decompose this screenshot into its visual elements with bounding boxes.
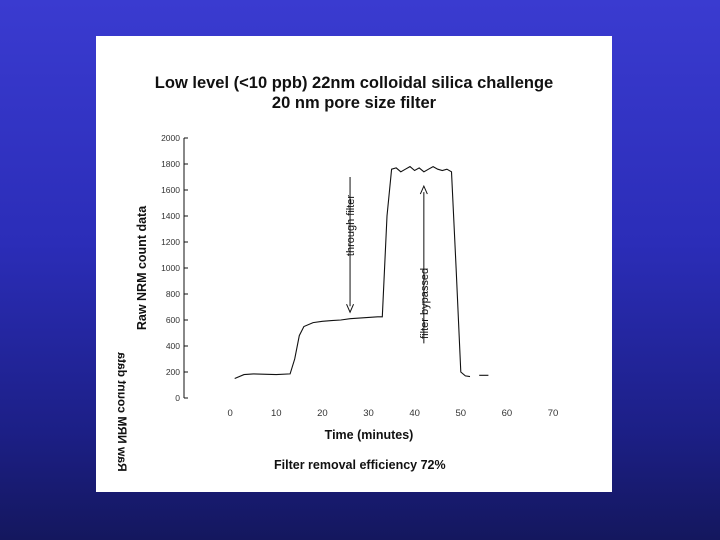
x-tick-label: 10	[271, 408, 282, 419]
y-tick-label: 1800	[161, 159, 180, 169]
y-tick-label: 400	[166, 341, 180, 351]
annotation-arrow-head	[419, 184, 428, 195]
x-axis-label: Time (minutes)	[325, 428, 414, 442]
annotation-filter-bypassed: filter bypassed	[419, 268, 431, 339]
y-tick-label: 800	[166, 289, 180, 299]
chart-series	[234, 165, 489, 380]
x-tick-label: 0	[227, 408, 232, 419]
x-tick-label: 30	[363, 408, 374, 419]
y-tick-label: 600	[166, 315, 180, 325]
mirrored-axis-fragment: Raw NRM count data	[115, 352, 129, 472]
y-tick-label: 2000	[161, 133, 180, 143]
y-tick-label: 1600	[161, 185, 180, 195]
y-tick-label: 1400	[161, 211, 180, 221]
y-tick-label: 0	[175, 393, 180, 403]
slide-title: Low level (<10 ppb) 22nm colloidal silic…	[154, 74, 554, 92]
annotation-through-filter: through filter	[345, 195, 357, 256]
chart-ticks: 0 200 400 600 800 1000 1200 1400 1600 1800 2000 0 10…	[161, 133, 558, 419]
y-tick-label: 1200	[161, 237, 180, 247]
x-tick-label: 70	[548, 408, 559, 419]
x-tick-label: 20	[317, 408, 328, 419]
annotation-arrow-head	[346, 303, 355, 314]
x-tick-label: 60	[502, 408, 513, 419]
y-axis-label: Raw NRM count data	[135, 205, 149, 330]
y-tick-label: 1000	[161, 263, 180, 273]
filter-efficiency-note: Filter removal efficiency 72%	[274, 458, 446, 472]
y-tick-label: 200	[166, 367, 180, 377]
slide-subtitle: 20 nm pore size filter	[271, 94, 437, 112]
series-line	[234, 165, 471, 380]
chart-annotations: through filter filter bypassed	[345, 177, 431, 344]
slide-panel	[96, 36, 612, 492]
x-tick-label: 40	[409, 408, 420, 419]
x-tick-label: 50	[455, 408, 466, 419]
